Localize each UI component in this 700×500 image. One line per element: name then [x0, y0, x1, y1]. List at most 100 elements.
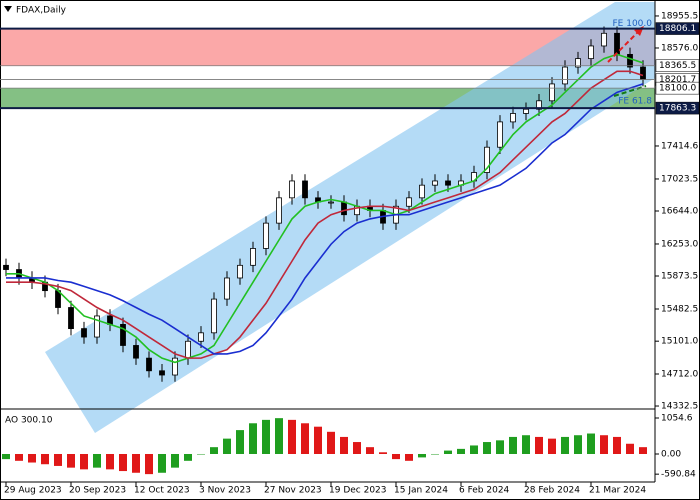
- ao-bar: [80, 453, 88, 470]
- candle-body: [133, 345, 139, 359]
- candle-body: [198, 332, 204, 342]
- candle-body: [276, 197, 282, 224]
- candle-body: [120, 323, 126, 346]
- candle-body: [406, 197, 412, 207]
- ao-bar: [457, 448, 465, 454]
- x-tick-label: 12 Oct 2023: [134, 486, 190, 496]
- ao-bar: [93, 453, 101, 468]
- moving-average: [6, 83, 644, 355]
- ao-bar: [327, 431, 335, 454]
- level-label: 18201.7: [659, 75, 696, 85]
- candle-body: [172, 357, 178, 376]
- y-tick-label: 15482.5: [661, 304, 698, 314]
- ao-bar: [561, 436, 569, 454]
- y-tick-label: 15873.5: [661, 271, 698, 281]
- candle-body: [211, 298, 217, 334]
- support-arrow: [613, 85, 647, 97]
- ao-bar: [106, 453, 114, 470]
- ao-bar: [119, 453, 127, 472]
- candle-body: [640, 66, 646, 80]
- moving-average: [6, 53, 644, 364]
- ao-bar: [262, 419, 270, 454]
- ao-bar: [28, 453, 36, 463]
- candle-body: [432, 180, 438, 186]
- ao-bar: [275, 418, 283, 454]
- candle-body: [588, 45, 594, 60]
- ao-bar: [600, 435, 608, 454]
- candle-body: [237, 264, 243, 279]
- ao-bar: [301, 423, 309, 454]
- y-tick-label: 14332.5: [661, 402, 698, 412]
- plot: [3, 26, 646, 382]
- ao-bar: [2, 453, 10, 460]
- candle-body: [419, 184, 425, 199]
- y-tick-label: 0.00: [661, 449, 681, 459]
- x-tick-label: 15 Jan 2024: [394, 486, 448, 496]
- trend-channel: [45, 2, 655, 433]
- menu-icon: [4, 6, 12, 12]
- ao-bar: [158, 453, 166, 473]
- level-label-box: [655, 81, 700, 95]
- ao-bar: [197, 453, 205, 455]
- level-label-box: [655, 59, 700, 72]
- ao-bar: [574, 435, 582, 454]
- candle-body: [627, 53, 633, 68]
- x-tick-label: 19 Dec 2023: [329, 486, 387, 496]
- y-tick-label: 16644.0: [661, 206, 698, 216]
- y-tick-label: 14712.0: [661, 369, 698, 379]
- ao-bar: [496, 440, 504, 454]
- y-tick-label: 1054.6: [661, 414, 693, 424]
- x-tick-label: 28 Feb 2024: [524, 486, 580, 496]
- candle-body: [549, 83, 555, 102]
- candle-body: [562, 66, 568, 85]
- candle-body: [445, 180, 451, 186]
- candle-body: [575, 58, 581, 68]
- ao-bar: [314, 426, 322, 454]
- x-tick-label: 29 Aug 2023: [4, 486, 62, 496]
- ao-bar: [639, 447, 647, 454]
- ao-bar: [145, 453, 153, 475]
- ao-bar: [184, 453, 192, 461]
- x-tick-label: 6 Feb 2024: [459, 486, 510, 496]
- ao-bar: [418, 453, 426, 458]
- level-label: 18100.0: [659, 84, 696, 94]
- candle-body: [146, 357, 152, 372]
- ao-bar: [509, 436, 517, 454]
- candle-body: [68, 307, 74, 330]
- candle-body: [510, 113, 516, 123]
- candle-body: [328, 201, 334, 204]
- y-tick-label: 15101.0: [661, 337, 698, 347]
- ao-bar: [288, 419, 296, 454]
- candle-body: [224, 277, 230, 300]
- ao-bar: [535, 436, 543, 454]
- ao-bar: [223, 438, 231, 454]
- ao-bar: [522, 435, 530, 454]
- fe-label: FE 100.0: [613, 19, 653, 29]
- moving-average: [6, 70, 644, 359]
- candle-body: [263, 222, 269, 249]
- x-tick-label: 27 Nov 2023: [264, 486, 322, 496]
- candle-body: [250, 248, 256, 266]
- candle-body: [601, 32, 607, 47]
- candle-body: [289, 180, 295, 199]
- fe-label: FE 61.8: [618, 97, 652, 107]
- ao-bar: [444, 450, 452, 454]
- indicator-title: AO 300.10: [5, 416, 53, 426]
- ao-bar: [548, 438, 556, 454]
- ao-bar: [41, 453, 49, 465]
- y-tick-label: 18576.0: [661, 43, 698, 53]
- y-tick-label: 17414.6: [661, 141, 698, 151]
- ao-bar: [340, 436, 348, 454]
- x-tick-label: 21 Mar 2024: [589, 486, 646, 496]
- chart-title: FDAX,Daily: [16, 6, 67, 16]
- ao-bar: [54, 453, 62, 466]
- x-tick-label: 3 Nov 2023: [199, 486, 251, 496]
- candle-body: [3, 264, 9, 270]
- ao-bar: [626, 443, 634, 454]
- ao-bar: [171, 453, 179, 468]
- y-tick-label: 16253.0: [661, 239, 698, 249]
- candle-body: [159, 370, 165, 376]
- y-tick-label: 17023.5: [661, 174, 698, 184]
- level-label: 17863.3: [659, 104, 696, 114]
- ao-bar: [366, 447, 374, 454]
